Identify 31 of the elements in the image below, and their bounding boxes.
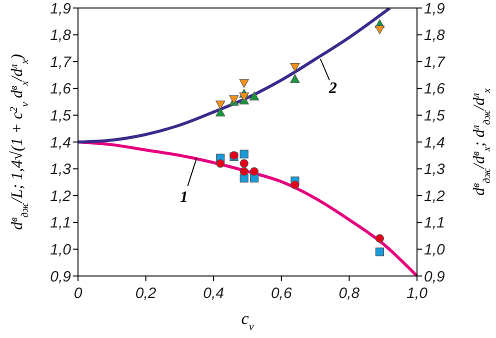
- y2-tick-label: 1,0: [424, 242, 446, 259]
- x-axis-title: c$_{v}$: [241, 309, 254, 333]
- y-tick-label: 1,3: [50, 161, 72, 178]
- y2-tick-label: 1,5: [424, 108, 446, 125]
- x-tick-label: 0,4: [203, 285, 224, 302]
- y-tick-label: 1,9: [50, 0, 72, 18]
- x-tick-label: 0: [74, 285, 83, 302]
- y-tick-label: 1,7: [50, 54, 72, 71]
- y2-tick-label: 1,8: [424, 27, 446, 44]
- y-tick-label: 1,5: [50, 108, 72, 125]
- y-tick-label: 1,6: [50, 80, 72, 98]
- annotation: 2: [328, 80, 337, 97]
- y-tick-label: 1,4: [50, 134, 71, 152]
- y2-tick-label: 1,7: [424, 54, 446, 71]
- x-tick-label: 0,6: [270, 285, 292, 302]
- y2-tick-label: 1,3: [424, 161, 446, 178]
- y2-tick-label: 1,1: [424, 214, 445, 232]
- x-tick-label: 0,8: [338, 285, 360, 302]
- y2-tick-label: 0,9: [424, 268, 446, 286]
- annotation: 1: [180, 189, 188, 206]
- x-tick-label: 1,0: [406, 285, 428, 302]
- y-tick-label: 1,8: [50, 27, 72, 44]
- x-tick-label: 0,2: [135, 285, 157, 302]
- y2-tick-label: 1,4: [424, 134, 445, 152]
- y2-tick-label: 1,6: [424, 80, 446, 98]
- y-tick-label: 1,1: [50, 214, 71, 232]
- y2-tick-label: 1,2: [424, 188, 446, 205]
- y2-tick-label: 1,9: [424, 0, 446, 18]
- y-tick-label: 1,0: [50, 242, 72, 259]
- y-tick-label: 0,9: [50, 268, 72, 286]
- y-tick-label: 1,2: [50, 188, 72, 205]
